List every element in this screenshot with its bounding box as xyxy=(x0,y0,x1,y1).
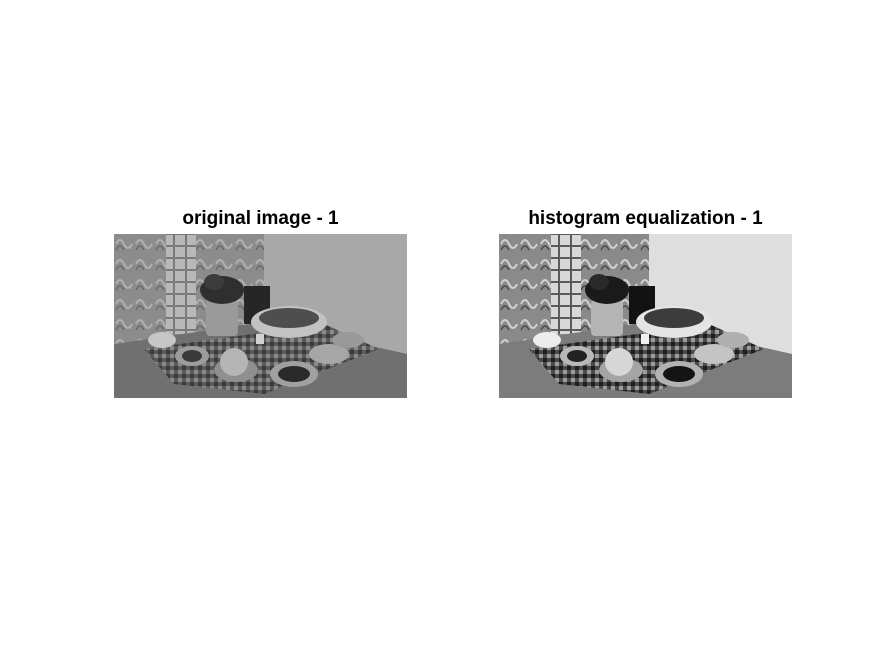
histogram-equalized-image xyxy=(499,234,792,398)
panel-title-original: original image - 1 xyxy=(182,208,339,229)
panel-title-histogram-equalization: histogram equalization - 1 xyxy=(528,208,763,229)
original-image xyxy=(114,234,407,398)
